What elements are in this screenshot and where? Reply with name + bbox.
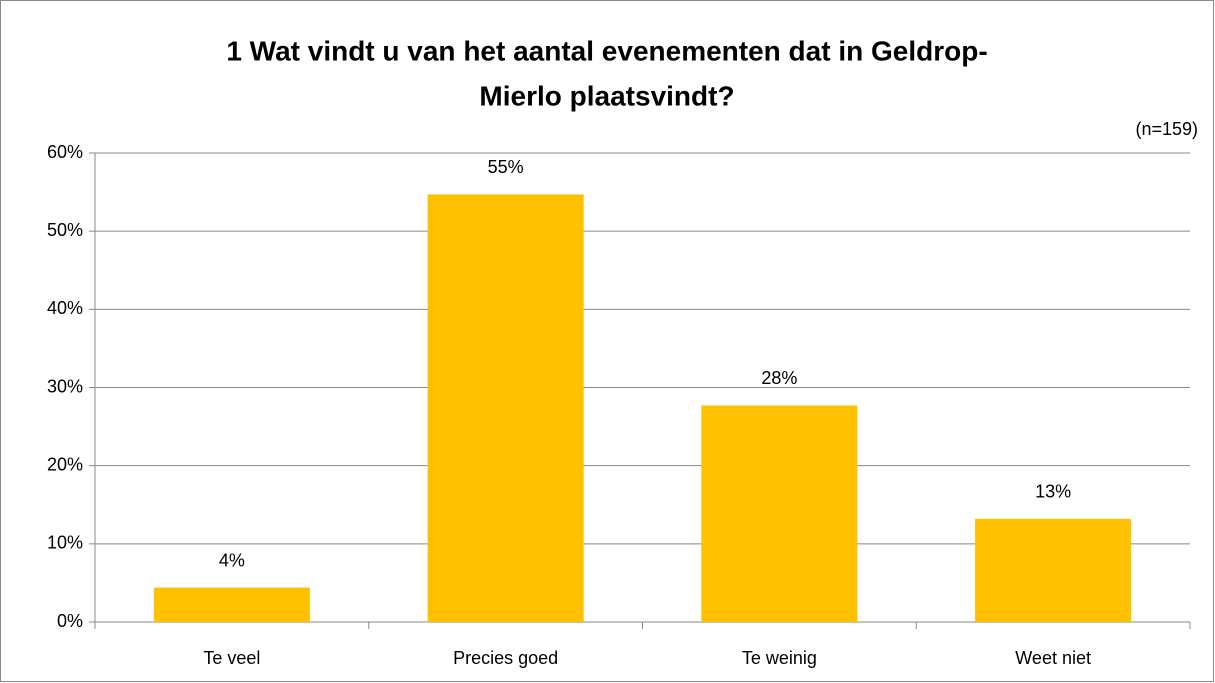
chart-title: Mierlo plaatsvindt?	[479, 80, 734, 111]
bar	[975, 518, 1132, 622]
y-tick-label: 20%	[47, 454, 83, 474]
data-label: 55%	[488, 157, 524, 177]
data-label: 4%	[219, 550, 245, 570]
x-tick-label: Precies goed	[453, 648, 558, 668]
y-tick-label: 40%	[47, 298, 83, 318]
data-label: 13%	[1035, 482, 1071, 502]
y-tick-label: 10%	[47, 533, 83, 553]
data-label: 28%	[761, 368, 797, 388]
annotation: (n=159)	[1135, 119, 1198, 139]
x-tick-label: Te veel	[203, 648, 260, 668]
y-tick-label: 50%	[47, 220, 83, 240]
y-tick-label: 60%	[47, 142, 83, 162]
y-tick-label: 30%	[47, 376, 83, 396]
x-tick-label: Te weinig	[742, 648, 817, 668]
bar	[427, 194, 584, 622]
y-tick-label: 0%	[57, 611, 83, 631]
chart-title: 1 Wat vindt u van het aantal evenementen…	[226, 35, 987, 66]
x-tick-label: Weet niet	[1015, 648, 1091, 668]
bar	[701, 405, 858, 622]
bar	[153, 587, 310, 622]
